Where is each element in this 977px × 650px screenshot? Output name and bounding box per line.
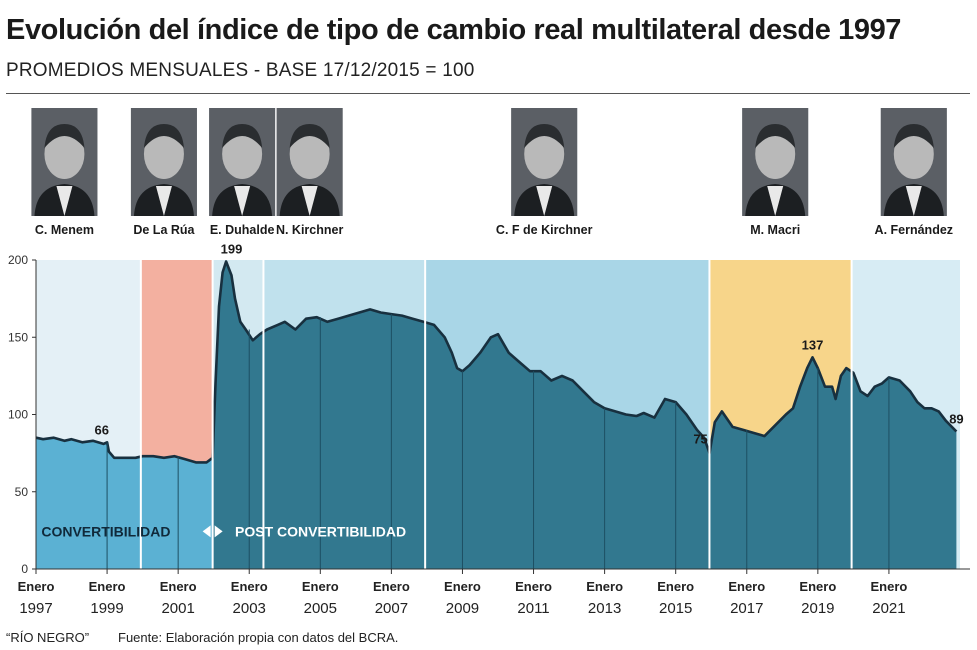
portrait-face-icon xyxy=(893,129,934,179)
x-tick-year-2017: 2017 xyxy=(730,600,763,617)
annotation-75: 75 xyxy=(693,432,707,447)
x-tick-month-2003: Enero xyxy=(231,579,268,594)
president-portrait-2 xyxy=(130,108,197,216)
portrait-hair-icon xyxy=(44,124,85,148)
area-post-convertibility xyxy=(36,261,957,569)
y-tick-label-200: 200 xyxy=(8,253,28,267)
x-tick-month-2019: Enero xyxy=(799,579,836,594)
president-name-7: A. Fernández xyxy=(875,223,954,237)
portrait-face-icon xyxy=(44,129,85,179)
portrait-shirt-icon xyxy=(905,186,922,216)
portrait-shirt-icon xyxy=(301,186,318,216)
portrait-face-icon xyxy=(143,129,184,179)
portrait-face-icon xyxy=(222,129,263,179)
y-tick-label-0: 0 xyxy=(21,562,28,576)
portrait-hair-icon xyxy=(222,124,263,148)
area-convertibility xyxy=(36,437,213,569)
president-name-6: M. Macri xyxy=(750,223,800,237)
x-tick-month-2001: Enero xyxy=(160,579,197,594)
president-portraits: C. Menem De La Rúa E. Duhalde N. Kirchner C.… xyxy=(31,108,953,237)
x-tick-year-2007: 2007 xyxy=(375,600,408,617)
x-tick-month-1999: Enero xyxy=(89,579,126,594)
portrait-hair-icon xyxy=(143,124,184,148)
x-tick-month-2005: Enero xyxy=(302,579,339,594)
president-name-2: De La Rúa xyxy=(133,223,195,237)
period-separators xyxy=(35,260,890,569)
portrait-hair-icon xyxy=(893,124,934,148)
x-tick-year-2003: 2003 xyxy=(233,600,266,617)
page-title: Evolución del índice de tipo de cambio r… xyxy=(6,14,902,46)
x-tick-year-2019: 2019 xyxy=(801,600,834,617)
portrait-shirt-icon xyxy=(767,186,784,216)
president-name-4: N. Kirchner xyxy=(276,223,344,237)
x-tick-year-1997: 1997 xyxy=(19,600,52,617)
president-portrait-3 xyxy=(209,108,276,216)
x-tick-year-2005: 2005 xyxy=(304,600,337,617)
value-annotations: 66 199 75 137 89 xyxy=(95,242,964,447)
era-label-post-convertibility: POST CONVERTIBILIDAD xyxy=(235,523,406,539)
president-portrait-6 xyxy=(742,108,809,216)
annotation-66: 66 xyxy=(95,422,109,437)
annotation-199: 199 xyxy=(221,242,243,257)
x-tick-year-2013: 2013 xyxy=(588,600,621,617)
portrait-face-icon xyxy=(524,129,565,179)
x-tick-month-2009: Enero xyxy=(444,579,481,594)
y-tick-label-50: 50 xyxy=(15,485,29,499)
x-tick-month-2013: Enero xyxy=(586,579,623,594)
portrait-hair-icon xyxy=(755,124,796,148)
portrait-face-icon xyxy=(289,129,330,179)
portrait-face-icon xyxy=(755,129,796,179)
footer-credit: “RÍO NEGRO” xyxy=(6,630,90,645)
era-labels: CONVERTIBILIDAD POST CONVERTIBILIDAD xyxy=(41,523,406,539)
x-tick-year-2009: 2009 xyxy=(446,600,479,617)
x-tick-year-2015: 2015 xyxy=(659,600,692,617)
portrait-shirt-icon xyxy=(155,186,172,216)
x-tick-month-2007: Enero xyxy=(373,579,410,594)
era-arrow-left-icon xyxy=(202,525,211,538)
president-name-3: E. Duhalde xyxy=(210,223,275,237)
x-tick-year-2001: 2001 xyxy=(161,600,194,617)
x-tick-year-2011: 2011 xyxy=(517,600,549,617)
president-portrait-7 xyxy=(880,108,947,216)
era-arrow-right-icon xyxy=(214,525,223,538)
annotation-137: 137 xyxy=(802,337,824,352)
x-tick-year-2021: 2021 xyxy=(872,600,905,617)
exchange-rate-chart: C. Menem De La Rúa E. Duhalde N. Kirchner C.… xyxy=(8,108,970,617)
era-label-convertibility: CONVERTIBILIDAD xyxy=(41,523,170,539)
x-tick-month-2017: Enero xyxy=(728,579,765,594)
president-name-5: C. F de Kirchner xyxy=(496,223,593,237)
x-axis: Enero 1997 Enero 1999 Enero 2001 Enero 2003 Ener… xyxy=(18,568,970,617)
president-portrait-1 xyxy=(31,108,98,216)
footer-source: Fuente: Elaboración propia con datos del… xyxy=(118,630,399,645)
area-layer xyxy=(35,260,958,569)
x-tick-year-1999: 1999 xyxy=(90,600,123,617)
portrait-shirt-icon xyxy=(56,186,73,216)
annotation-89: 89 xyxy=(949,411,963,426)
portrait-shirt-icon xyxy=(234,186,251,216)
x-tick-month-2011: Enero xyxy=(515,579,552,594)
series-line xyxy=(35,260,958,464)
y-tick-label-100: 100 xyxy=(8,408,28,422)
page-subtitle: PROMEDIOS MENSUALES - BASE 17/12/2015 = … xyxy=(6,60,475,81)
x-tick-month-2015: Enero xyxy=(657,579,694,594)
portrait-shirt-icon xyxy=(536,186,553,216)
title-divider xyxy=(6,93,970,94)
portrait-hair-icon xyxy=(289,124,330,148)
x-tick-month-2021: Enero xyxy=(871,579,908,594)
portrait-hair-icon xyxy=(524,124,565,148)
y-axis: 0 50 100 150 200 xyxy=(8,253,37,576)
x-tick-month-1997: Enero xyxy=(18,579,55,594)
president-portrait-4 xyxy=(276,108,343,216)
president-portrait-5 xyxy=(511,108,578,216)
y-tick-label-150: 150 xyxy=(8,330,28,344)
president-name-1: C. Menem xyxy=(35,223,94,237)
